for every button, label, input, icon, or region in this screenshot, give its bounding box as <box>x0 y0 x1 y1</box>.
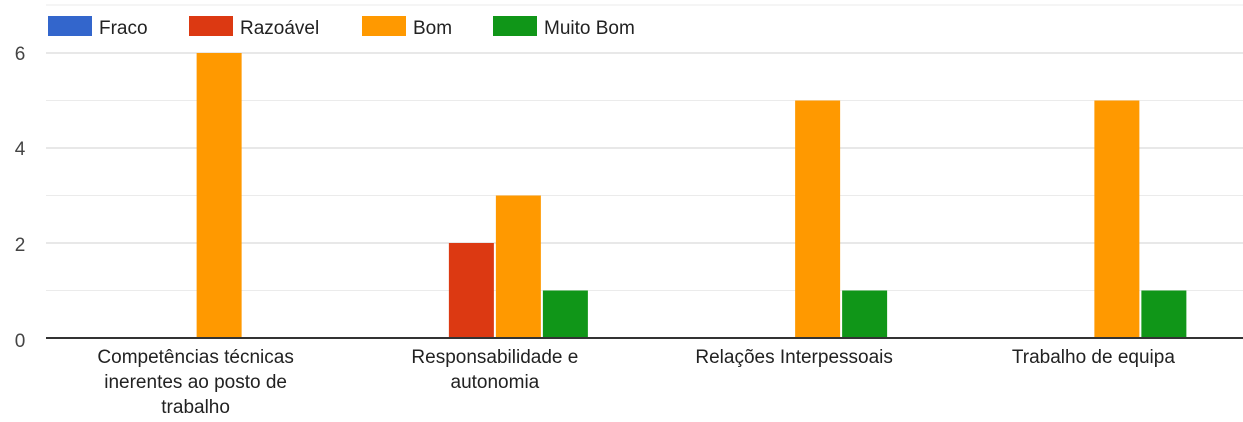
legend-label-fraco: Fraco <box>99 18 148 39</box>
bar-bom-3[interactable] <box>1094 100 1140 339</box>
bars <box>196 53 1187 339</box>
y-axis: 0 2 4 6 <box>15 44 26 352</box>
legend-swatch-bom <box>362 16 406 36</box>
legend-item-bom[interactable]: Bom <box>362 16 452 39</box>
x-category-label: Competências técnicas inerentes ao posto … <box>97 347 293 418</box>
legend-label-bom: Bom <box>413 18 452 39</box>
bar-muito-bom-2[interactable] <box>842 290 888 339</box>
legend-swatch-muito-bom <box>493 16 537 36</box>
y-tick-label-0: 0 <box>15 331 26 352</box>
y-tick-label-2: 2 <box>15 235 26 256</box>
bar-bom-1[interactable] <box>495 195 541 339</box>
bar-bom-0[interactable] <box>196 53 242 338</box>
legend-swatch-razoavel <box>189 16 233 36</box>
gridlines <box>46 4 1243 291</box>
legend: Fraco Razoável Bom Muito Bom <box>48 16 635 39</box>
bar-muito-bom-1[interactable] <box>542 290 588 339</box>
x-category-label: Relações Interpessoais <box>695 347 893 368</box>
x-axis-labels: Competências técnicas inerentes ao posto … <box>97 347 1175 418</box>
legend-label-razoavel: Razoável <box>240 18 319 39</box>
bar-razoável-1[interactable] <box>448 243 494 338</box>
legend-item-fraco[interactable]: Fraco <box>48 16 148 39</box>
y-tick-label-4: 4 <box>15 139 26 160</box>
bar-bom-2[interactable] <box>795 100 841 339</box>
legend-item-muito-bom[interactable]: Muito Bom <box>493 16 635 39</box>
x-category-label: Trabalho de equipa <box>1012 347 1175 368</box>
x-category-label: Responsabilidade e autonomia <box>411 347 578 393</box>
y-tick-label-6: 6 <box>15 44 26 65</box>
bar-muito-bom-3[interactable] <box>1141 290 1187 339</box>
legend-label-muito-bom: Muito Bom <box>544 18 635 39</box>
legend-swatch-fraco <box>48 16 92 36</box>
legend-item-razoavel[interactable]: Razoável <box>189 16 319 39</box>
